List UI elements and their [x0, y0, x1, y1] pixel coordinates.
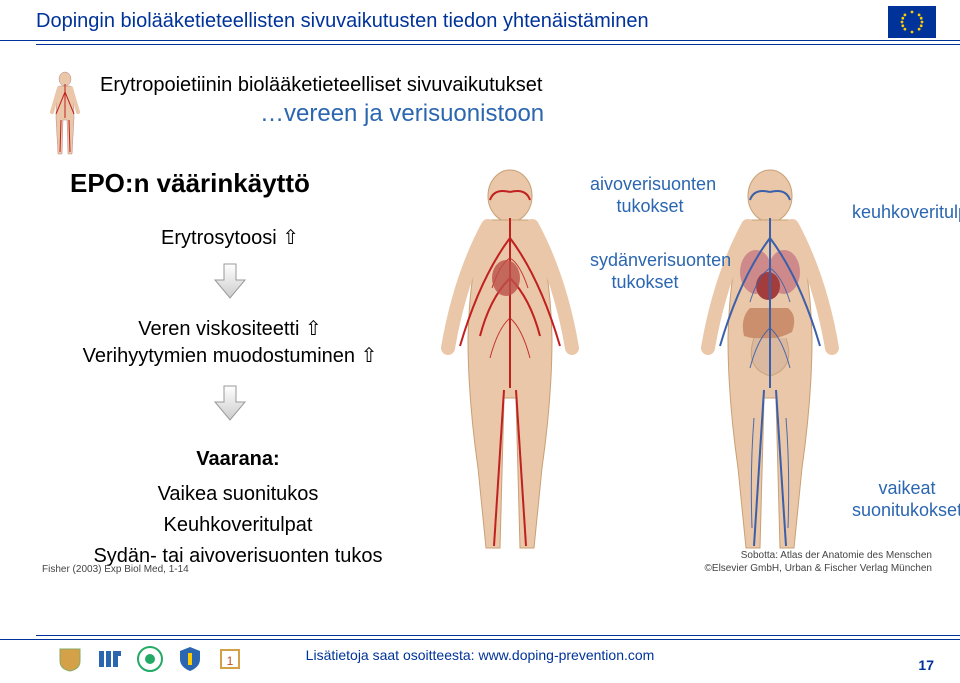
down-arrow-icon — [209, 382, 251, 424]
erythrocytosis-line: Erytrosytoosi ⇧ — [70, 225, 390, 250]
down-arrow-icon — [209, 260, 251, 302]
slide: Dopingin biolääketieteellisten sivuvaiku… — [0, 0, 960, 683]
footer-text-prefix: Lisätietoja saat osoitteesta: — [306, 647, 479, 663]
section-subtitle: …vereen ja verisuonistoon — [260, 100, 544, 128]
label-vaikeat: vaikeat suonitukokset — [852, 478, 960, 521]
viscosity-block: Veren viskositeetti ⇧ Verihyytymien muod… — [70, 316, 390, 370]
venous-anatomy-figure — [680, 168, 860, 563]
citation-right-line1: Sobotta: Atlas der Anatomie des Menschen — [741, 550, 932, 561]
divider — [0, 639, 960, 640]
eu-flag-icon — [888, 6, 936, 38]
viscosity-line1: Veren viskositeetti ⇧ — [138, 318, 322, 340]
label-keuhko: keuhkoveritulpat — [852, 202, 952, 224]
danger-line: Vaikea suonitukos — [78, 479, 398, 510]
divider — [36, 635, 960, 636]
arterial-anatomy-figure — [420, 168, 600, 563]
page-number: 17 — [918, 657, 934, 673]
label-aivo: aivoverisuonten tukokset — [590, 174, 710, 217]
content: Erytropoietiinin biolääketieteelliset si… — [0, 58, 960, 635]
citation-right: Sobotta: Atlas der Anatomie des Menschen… — [705, 550, 932, 575]
epo-heading: EPO:n väärinkäyttö — [70, 168, 390, 199]
danger-heading: Vaarana: — [78, 448, 398, 471]
small-anatomy-icon — [46, 70, 84, 158]
footer-link[interactable]: www.doping-prevention.com — [478, 647, 654, 663]
header-title: Dopingin biolääketieteellisten sivuvaiku… — [36, 10, 649, 33]
divider — [0, 40, 960, 41]
viscosity-line2: Verihyytymien muodostuminen ⇧ — [83, 345, 378, 367]
danger-line: Keuhkoveritulpat — [78, 510, 398, 541]
danger-block: Vaarana: Vaikea suonitukos Keuhkoveritul… — [78, 448, 398, 572]
citation-right-line2: ©Elsevier GmbH, Urban & Fischer Verlag M… — [705, 563, 932, 574]
footer: 1 Lisätietoja saat osoitteesta: www.dopi… — [0, 635, 960, 683]
left-column: EPO:n väärinkäyttö Erytrosytoosi ⇧ Veren… — [70, 168, 390, 438]
header: Dopingin biolääketieteellisten sivuvaiku… — [0, 0, 960, 48]
footer-text: Lisätietoja saat osoitteesta: www.doping… — [0, 647, 960, 663]
divider — [36, 44, 960, 45]
section-title: Erytropoietiinin biolääketieteelliset si… — [100, 74, 542, 97]
citation-left: Fisher (2003) Exp Biol Med, 1-14 — [42, 564, 189, 575]
label-sydan: sydänverisuonten tukokset — [590, 250, 700, 293]
